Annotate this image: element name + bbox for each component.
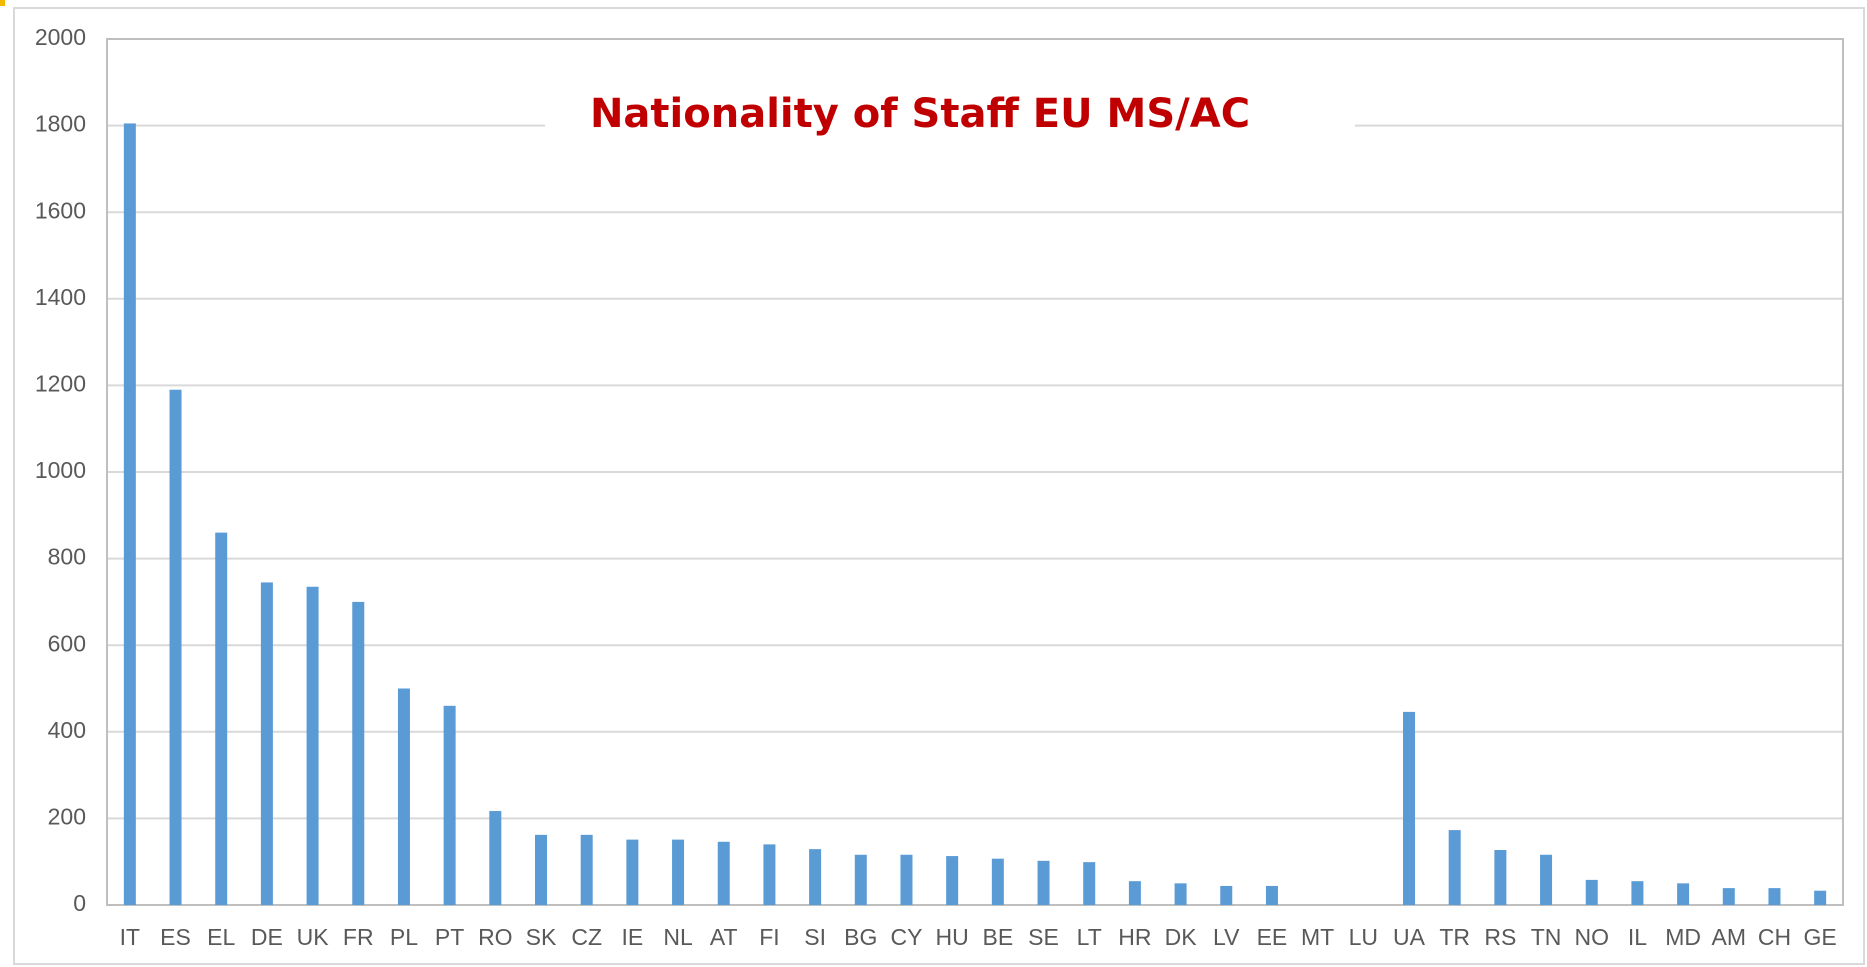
y-tick-label: 1400 (35, 284, 86, 310)
y-tick-label: 1600 (35, 197, 86, 223)
x-tick-label: UK (297, 924, 330, 950)
y-tick-label: 2000 (35, 24, 86, 50)
x-tick-label: AM (1712, 924, 1747, 950)
x-tick-label: ES (160, 924, 191, 950)
bar (1083, 862, 1096, 905)
x-tick-label: PT (435, 924, 464, 950)
bar (626, 839, 639, 905)
bar (1037, 860, 1050, 905)
bar (1540, 854, 1553, 905)
bar (1585, 879, 1598, 905)
bar (535, 834, 547, 905)
x-tick-label: CH (1758, 924, 1791, 950)
y-tick-label: 600 (48, 630, 86, 656)
x-tick-label: CY (890, 924, 922, 950)
x-tick-label: SI (804, 924, 826, 950)
y-tick-label: 1200 (35, 370, 86, 396)
x-tick-label: NO (1574, 924, 1609, 950)
x-tick-label: SK (526, 924, 557, 950)
x-tick-label: MT (1301, 924, 1334, 950)
x-tick-label: HU (936, 924, 969, 950)
x-tick-label: IE (622, 924, 644, 950)
bar (1403, 711, 1415, 905)
x-tick-label: IL (1628, 924, 1647, 950)
bar (215, 532, 228, 905)
x-tick-label: CZ (571, 924, 602, 950)
y-tick-label: 800 (48, 544, 86, 570)
y-tick-label: 400 (48, 717, 86, 743)
bar (443, 705, 456, 905)
y-tick-label: 0 (73, 890, 86, 916)
x-tick-label: DE (251, 924, 283, 950)
bar (946, 856, 959, 905)
bar (672, 839, 685, 905)
x-tick-label: TR (1439, 924, 1470, 950)
bar (123, 123, 136, 905)
bar (1128, 881, 1141, 905)
bar (489, 811, 502, 905)
bar (352, 601, 365, 905)
bar (1677, 883, 1690, 905)
bar (580, 834, 593, 905)
bar (809, 849, 822, 905)
x-tick-label: LV (1213, 924, 1240, 950)
bar (1631, 881, 1644, 905)
x-tick-label: EE (1257, 924, 1288, 950)
y-tick-label: 1800 (35, 111, 86, 137)
bar (397, 688, 410, 905)
x-tick-label: PL (390, 924, 418, 950)
chart-title: Nationality of Staff EU MS/AC (590, 91, 1250, 137)
x-tick-label: FR (343, 924, 374, 950)
title-background (545, 92, 1355, 142)
plot-frame (106, 38, 1844, 906)
bar (900, 854, 913, 905)
bar (854, 854, 867, 905)
bar (1265, 885, 1278, 905)
x-tick-label: LU (1349, 924, 1378, 950)
bar (991, 858, 1004, 905)
x-tick-label: SE (1028, 924, 1059, 950)
x-tick-label: HR (1118, 924, 1151, 950)
x-tick-label: BG (844, 924, 877, 950)
bar (306, 586, 319, 905)
x-tick-label: RO (478, 924, 513, 950)
x-tick-label: NL (663, 924, 693, 950)
x-tick-label: BE (982, 924, 1013, 950)
bar (260, 582, 273, 905)
bar (763, 844, 776, 905)
x-tick-label: AT (710, 924, 738, 950)
x-tick-label: LT (1077, 924, 1102, 950)
bar (1448, 830, 1461, 905)
bar (1814, 890, 1827, 905)
chart-frame (13, 7, 1865, 965)
x-tick-label: MD (1665, 924, 1701, 950)
bar (1174, 883, 1187, 905)
x-tick-label: FI (759, 924, 779, 950)
bar (1722, 888, 1735, 905)
bar (1494, 850, 1507, 905)
bar (717, 841, 730, 905)
x-tick-label: IT (120, 924, 140, 950)
bar (1220, 885, 1233, 905)
x-tick-label: UA (1393, 924, 1426, 950)
bar (169, 389, 182, 906)
x-tick-label: EL (207, 924, 235, 950)
bar (1768, 888, 1781, 905)
x-tick-label: TN (1531, 924, 1562, 950)
x-tick-label: GE (1804, 924, 1837, 950)
y-tick-label: 1000 (35, 457, 86, 483)
corner-mark (0, 0, 5, 6)
y-tick-label: 200 (48, 803, 86, 829)
x-tick-label: RS (1484, 924, 1516, 950)
x-tick-label: DK (1165, 924, 1198, 950)
